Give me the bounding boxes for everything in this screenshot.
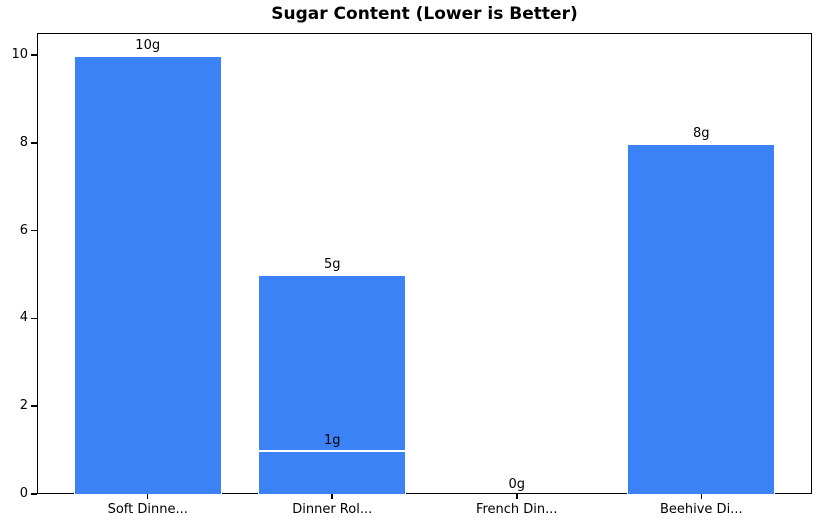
chart-title: Sugar Content (Lower is Better): [271, 4, 578, 24]
y-axis-tick-mark: [31, 142, 37, 144]
x-axis-tick-mark: [516, 494, 518, 499]
y-axis-tick-label: 4: [19, 310, 28, 326]
y-axis-tick-label: 10: [11, 46, 28, 62]
y-axis-tick-mark: [31, 229, 37, 232]
bar: [627, 142, 776, 494]
y-axis-tick-mark: [31, 493, 37, 495]
y-axis-tick-label: 2: [19, 398, 28, 414]
x-axis-tick-mark: [331, 494, 333, 499]
bar-value-label: 8g: [693, 125, 710, 141]
y-axis-tick-mark: [31, 405, 37, 407]
bar: [258, 450, 407, 494]
bar-value-label: 1g: [323, 433, 341, 449]
x-axis-tick-label: Beehive Di...: [659, 502, 743, 517]
y-axis-tick-label: 0: [19, 486, 28, 501]
bar-value-label: 5g: [323, 257, 341, 273]
bar-value-label: 0g: [508, 477, 526, 492]
x-axis-tick-mark: [700, 494, 703, 499]
x-axis-tick-label: Dinner Rol...: [292, 502, 373, 517]
x-axis-tick-label: Soft Dinne...: [107, 502, 188, 517]
y-axis-tick-mark: [31, 54, 37, 56]
bar-value-label: 10g: [135, 37, 161, 53]
y-axis-tick-label: 6: [19, 222, 28, 238]
y-axis-tick-mark: [31, 317, 37, 320]
x-axis-tick-mark: [146, 494, 149, 499]
bar: [73, 54, 222, 494]
x-axis-tick-label: French Din...: [475, 502, 558, 517]
y-axis-tick-label: 8: [19, 134, 28, 150]
